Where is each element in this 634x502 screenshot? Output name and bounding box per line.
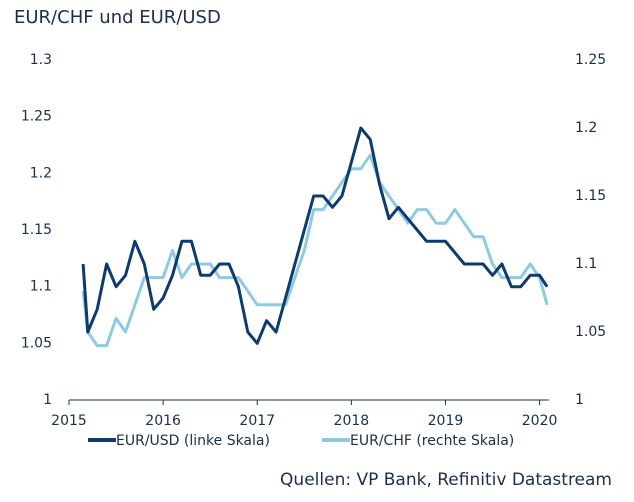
y-tick-label: 1.1: [30, 279, 52, 295]
x-tick-label: 2019: [428, 413, 464, 429]
series-line: [81, 126, 549, 345]
y2-tick-label: 1: [575, 392, 584, 408]
x-tick-label: 2020: [522, 413, 558, 429]
y-tick-label: 1.3: [30, 52, 52, 68]
y-tick-label: 1.15: [21, 222, 52, 238]
y2-tick-label: 1.25: [575, 52, 606, 68]
legend-label: EUR/USD (linke Skala): [116, 433, 270, 449]
y-tick-label: 1: [43, 392, 52, 408]
series-line: [81, 153, 549, 348]
y-tick-label: 1.2: [30, 165, 52, 181]
y2-tick-label: 1.15: [575, 188, 606, 204]
y2-tick-label: 1.2: [575, 120, 597, 136]
y-tick-label: 1.25: [21, 109, 52, 125]
y2-tick-label: 1.05: [575, 324, 606, 340]
x-tick-label: 2015: [51, 413, 87, 429]
x-tick-label: 2018: [334, 413, 370, 429]
x-tick-label: 2016: [145, 413, 181, 429]
legend-label: EUR/CHF (rechte Skala): [350, 433, 514, 449]
x-tick-label: 2017: [239, 413, 275, 429]
y2-tick-label: 1.1: [575, 256, 597, 272]
chart-title: EUR/CHF und EUR/USD: [14, 7, 221, 28]
y-tick-label: 1.05: [21, 335, 52, 351]
source-note: Quellen: VP Bank, Refinitiv Datastream: [280, 470, 612, 490]
